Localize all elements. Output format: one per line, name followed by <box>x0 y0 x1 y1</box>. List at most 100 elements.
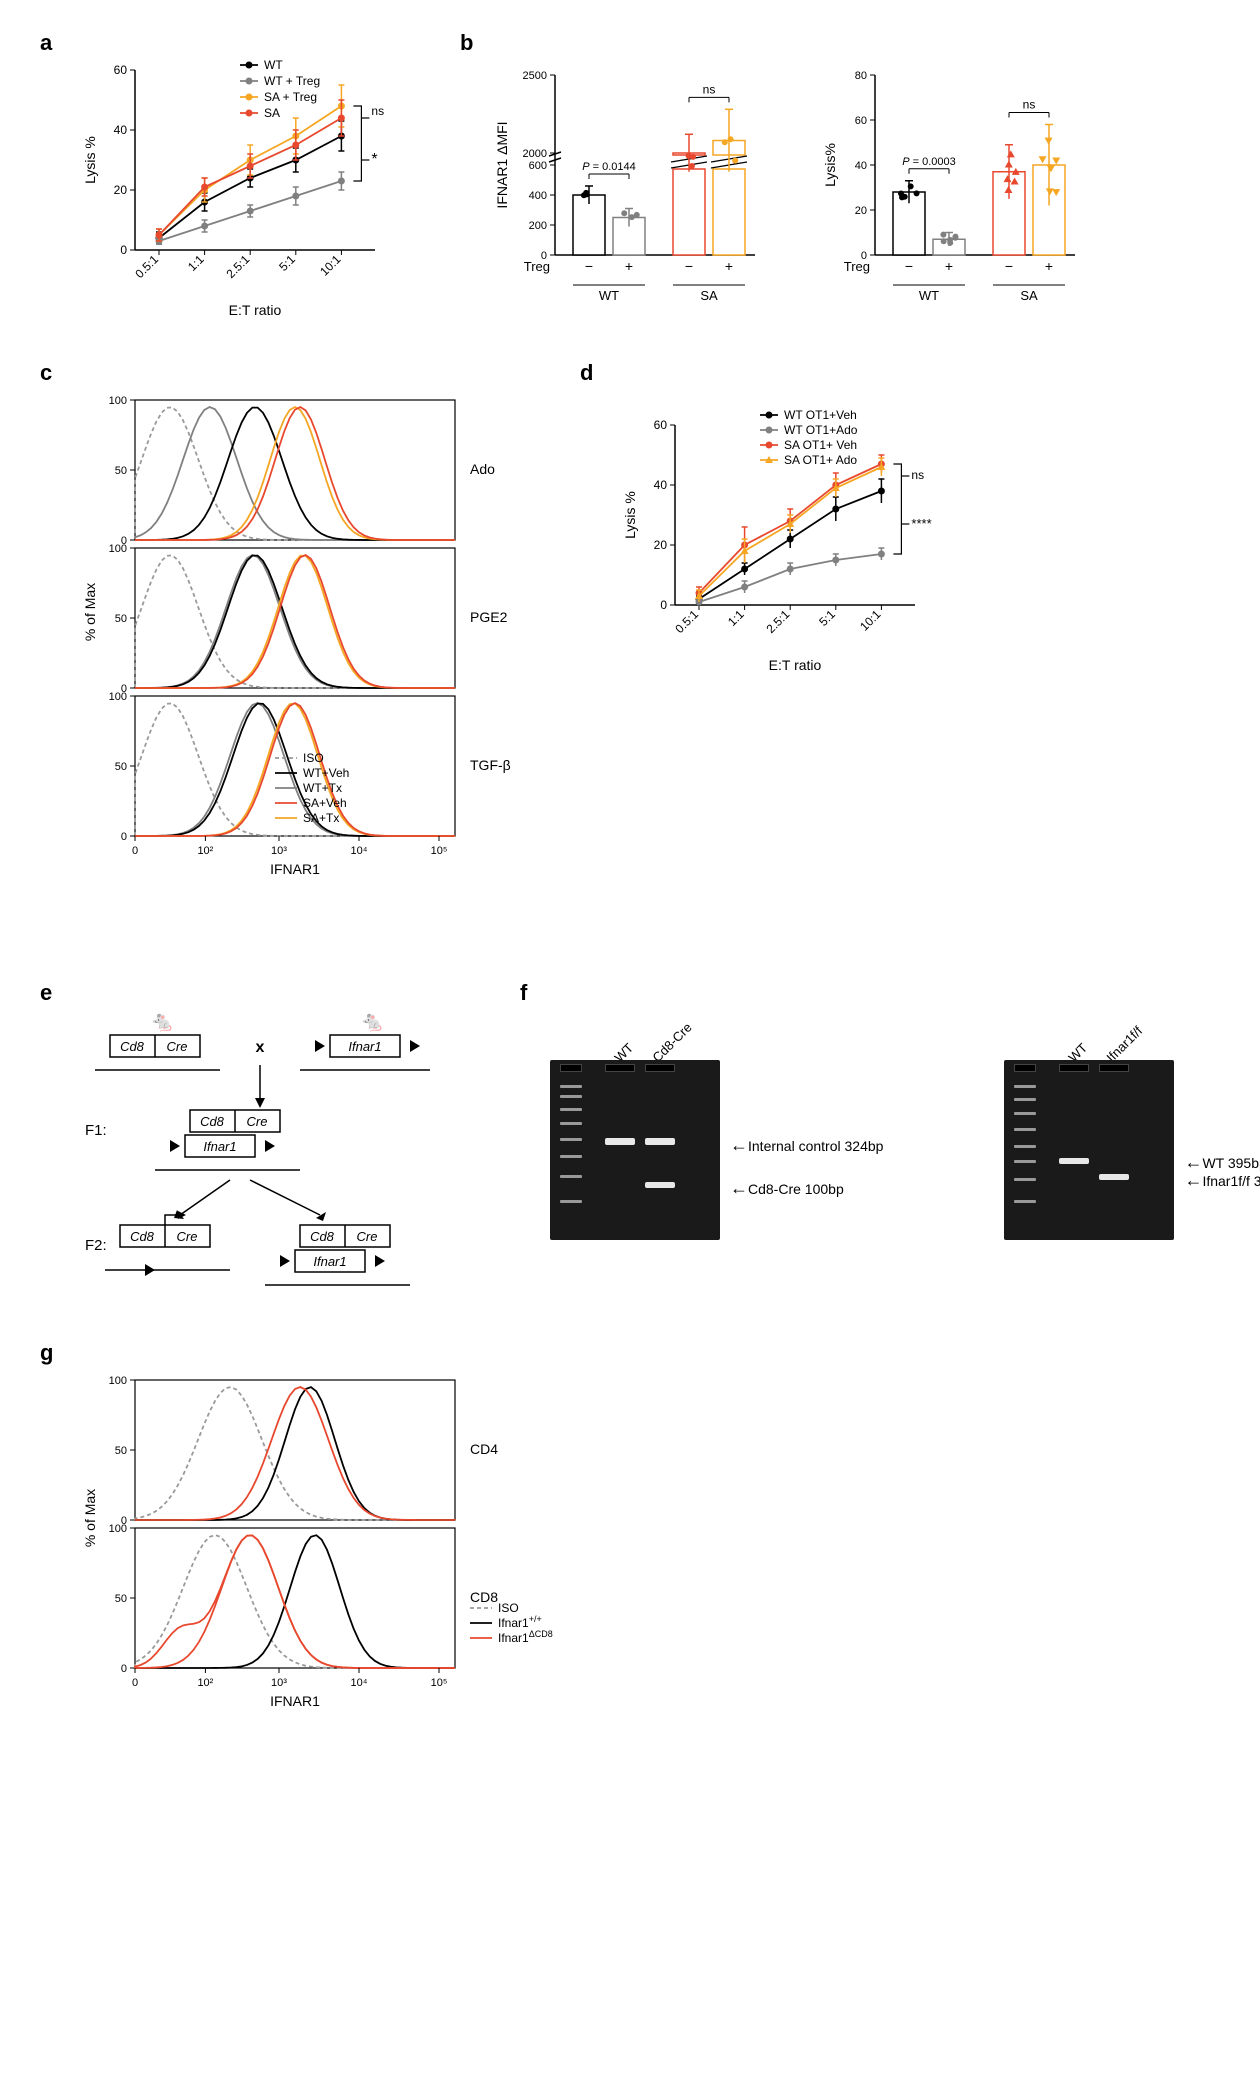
svg-text:40: 40 <box>654 478 668 492</box>
svg-text:*: * <box>371 151 377 168</box>
svg-text:10²: 10² <box>197 1677 213 1689</box>
panel-g: 050100CD4050100CD8010²10³10⁴10⁵IFNAR1% o… <box>80 1370 680 1795</box>
svg-text:IFNAR1: IFNAR1 <box>270 861 320 877</box>
svg-text:60: 60 <box>114 63 128 77</box>
svg-text:Cre: Cre <box>247 1114 268 1129</box>
svg-text:SA+Tx: SA+Tx <box>303 811 339 825</box>
svg-text:10⁵: 10⁵ <box>431 845 448 857</box>
svg-text:ns: ns <box>371 104 384 118</box>
panel-b-left: 020040060020002500−+−+WTSATregP = 0.0144… <box>490 50 790 355</box>
gel2-lane-ifnar: Ifnar1f/f <box>1104 1023 1146 1065</box>
svg-text:10⁴: 10⁴ <box>351 845 368 857</box>
svg-text:CD4: CD4 <box>470 1441 498 1457</box>
panel-f: WT Cd8-Cre ← <box>550 1020 954 1205</box>
svg-text:400: 400 <box>529 190 547 202</box>
svg-text:+: + <box>945 258 953 274</box>
svg-text:SA: SA <box>1020 288 1038 303</box>
svg-text:WT: WT <box>599 288 619 303</box>
svg-text:1:1: 1:1 <box>725 607 747 629</box>
svg-text:ns: ns <box>911 468 924 482</box>
svg-text:0.5:1: 0.5:1 <box>132 252 161 281</box>
svg-text:SA OT1+ Veh: SA OT1+ Veh <box>784 438 857 452</box>
f2-label: F2: <box>85 1237 107 1254</box>
svg-text:% of Max: % of Max <box>82 1489 98 1547</box>
panel-a-xlabel: E:T ratio <box>229 302 282 318</box>
svg-text:+: + <box>1045 258 1053 274</box>
panel-label-d: d <box>580 360 593 386</box>
panel-b-right-ylabel: Lysis% <box>822 143 838 187</box>
gel-2 <box>1004 1060 1174 1240</box>
svg-text:100: 100 <box>109 395 127 407</box>
svg-text:2.5:1: 2.5:1 <box>224 252 253 281</box>
svg-text:ns: ns <box>703 82 716 96</box>
panel-b-right: 020406080−+−+WTSATregP = 0.0003ns Lysis% <box>820 50 1120 355</box>
svg-text:+: + <box>725 258 733 274</box>
panel-a-chart: 0204060 0.5:11:12.5:15:110:1 ns* Lysis %… <box>80 50 440 350</box>
svg-text:WT+Tx: WT+Tx <box>303 781 342 795</box>
svg-text:2000: 2000 <box>523 148 547 160</box>
svg-text:0: 0 <box>120 243 127 257</box>
svg-text:Cd8: Cd8 <box>310 1229 335 1244</box>
svg-text:5:1: 5:1 <box>816 607 838 629</box>
panel-label-f: f <box>520 980 527 1006</box>
svg-text:PGE2: PGE2 <box>470 609 508 625</box>
svg-text:Ifnar1: Ifnar1 <box>313 1254 346 1269</box>
panel-b-left-ylabel: IFNAR1 ΔMFI <box>494 121 510 208</box>
svg-text:CD8: CD8 <box>470 1589 498 1605</box>
svg-text:SA OT1+ Ado: SA OT1+ Ado <box>784 453 857 467</box>
svg-text:WT: WT <box>919 288 939 303</box>
panel-label-a: a <box>40 30 52 56</box>
svg-text:Treg: Treg <box>844 259 870 274</box>
svg-text:0: 0 <box>132 845 138 857</box>
svg-text:SA: SA <box>700 288 718 303</box>
svg-text:100: 100 <box>109 691 127 703</box>
svg-text:Cre: Cre <box>177 1229 198 1244</box>
svg-text:10:1: 10:1 <box>317 252 344 279</box>
svg-text:20: 20 <box>855 205 867 217</box>
svg-text:50: 50 <box>115 1593 127 1605</box>
svg-text:Ifnar1: Ifnar1 <box>203 1139 236 1154</box>
panel-e: 🐁 🐁 Cd8 Cre x Ifnar1 <box>80 1000 500 1320</box>
svg-text:40: 40 <box>855 160 867 172</box>
svg-text:600: 600 <box>529 160 547 172</box>
svg-text:Cre: Cre <box>357 1229 378 1244</box>
svg-text:2500: 2500 <box>523 70 547 82</box>
panel-label-e: e <box>40 980 52 1006</box>
svg-text:SA + Treg: SA + Treg <box>264 90 317 104</box>
svg-text:0.5:1: 0.5:1 <box>672 607 701 636</box>
svg-text:10⁴: 10⁴ <box>351 1677 368 1689</box>
panel-label-g: g <box>40 1340 53 1366</box>
svg-text:200: 200 <box>529 220 547 232</box>
svg-text:P = 0.0144: P = 0.0144 <box>582 161 636 173</box>
svg-text:WT OT1+Ado: WT OT1+Ado <box>784 423 858 437</box>
svg-text:40: 40 <box>114 123 128 137</box>
svg-text:IFNAR1: IFNAR1 <box>270 1693 320 1709</box>
svg-text:Cd8: Cd8 <box>130 1229 155 1244</box>
svg-text:10³: 10³ <box>271 1677 287 1689</box>
svg-text:60: 60 <box>654 418 668 432</box>
mouse-icon-black: 🐁 <box>150 1011 175 1033</box>
svg-text:−: − <box>585 258 593 274</box>
svg-text:20: 20 <box>654 538 668 552</box>
svg-text:60: 60 <box>855 115 867 127</box>
svg-text:Treg: Treg <box>524 259 550 274</box>
svg-text:TGF-β: TGF-β <box>470 757 511 773</box>
gene-cre: Cre <box>167 1039 188 1054</box>
cross-symbol: x <box>256 1039 265 1056</box>
panel-c-chart: 050100Ado050100PGE2050100TGF-β010²10³10⁴… <box>80 390 560 950</box>
svg-text:P = 0.0003: P = 0.0003 <box>902 156 956 168</box>
svg-text:ns: ns <box>1023 98 1036 112</box>
panel-d-xlabel: E:T ratio <box>769 657 822 673</box>
svg-text:SA: SA <box>264 106 280 120</box>
svg-text:100: 100 <box>109 1523 127 1535</box>
panel-c: 050100Ado050100PGE2050100TGF-β010²10³10⁴… <box>80 390 560 955</box>
svg-text:0: 0 <box>121 1663 127 1675</box>
panel-label-b: b <box>460 30 473 56</box>
gel1-lane-cre: Cd8-Cre <box>649 1020 694 1065</box>
svg-text:50: 50 <box>115 761 127 773</box>
svg-text:+: + <box>625 258 633 274</box>
svg-text:WT + Treg: WT + Treg <box>264 74 320 88</box>
panel-d-ylabel: Lysis % <box>622 491 638 539</box>
panel-b-left-chart: 020040060020002500−+−+WTSATregP = 0.0144… <box>490 50 790 350</box>
svg-text:SA+Veh: SA+Veh <box>303 796 347 810</box>
